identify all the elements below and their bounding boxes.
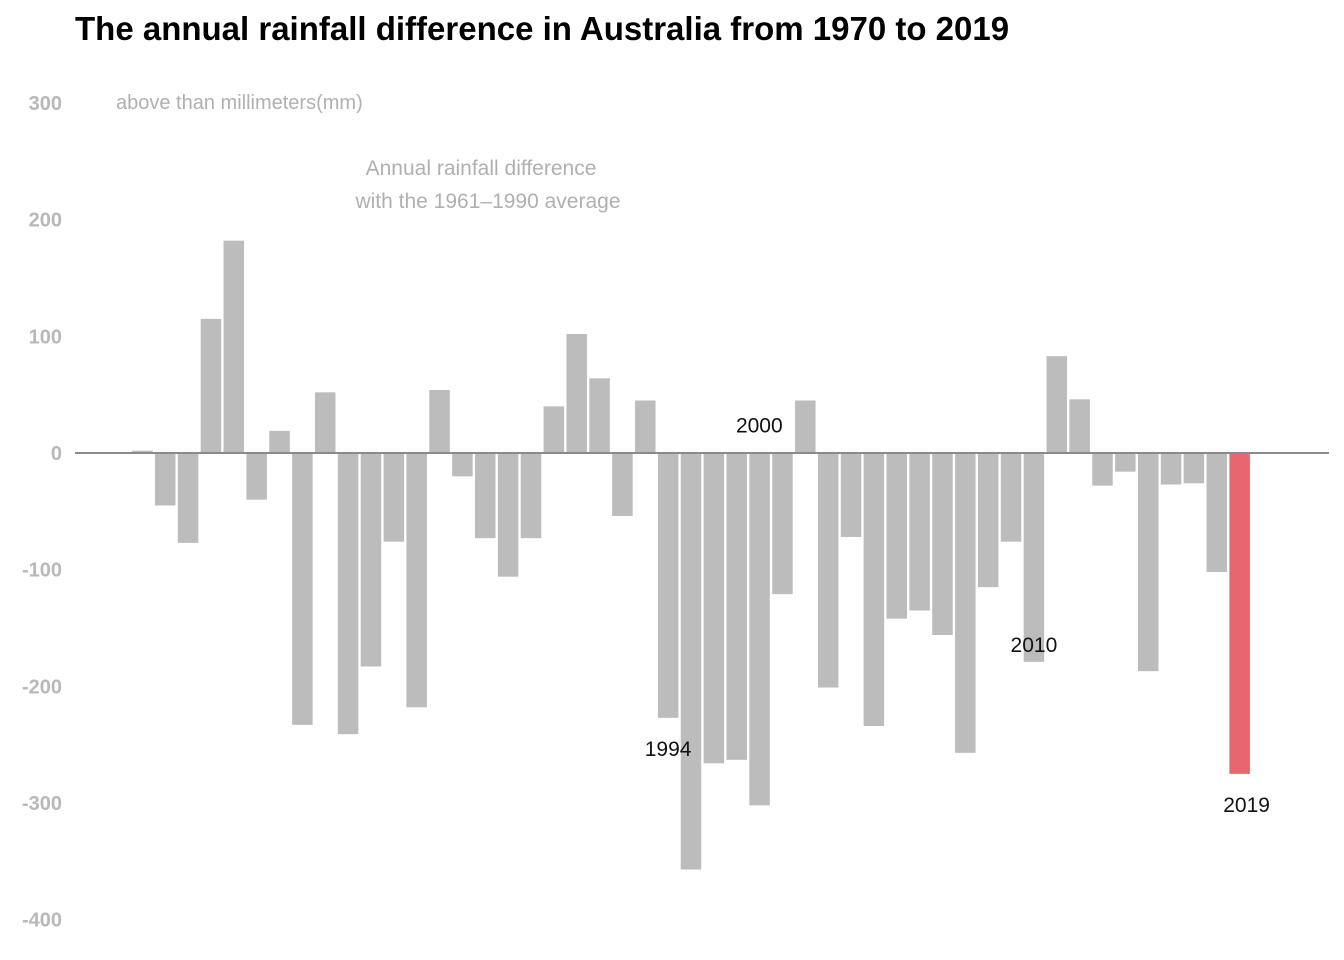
bar-1988 [520,453,542,539]
y-tick-label: -100 [22,560,62,582]
annotation-1994: 1994 [645,738,692,761]
bar-2006 [932,453,953,636]
bar-1971 [132,450,153,453]
bar-1990 [566,334,587,453]
bar-2017 [1183,453,1205,484]
bar-1973 [177,453,199,543]
bar-1994 [657,453,679,718]
bar-2011 [1046,356,1068,453]
y-tick-label: -200 [22,676,62,698]
bar-1981 [360,453,382,667]
bar-2009 [1000,453,1022,542]
bar-2010 [1023,453,1045,662]
year-annotations: 1994 2000 2010 2019 [645,415,1270,817]
bar-1999 [772,453,793,595]
bar-1985 [452,453,473,477]
bar-2014 [1115,453,1136,472]
bar-1980 [337,453,359,735]
bar-2000 [795,400,816,453]
bar-2005 [909,453,930,611]
y-tick-label: 0 [51,443,62,465]
bar-2004 [886,453,907,619]
bar-2016 [1160,453,1182,485]
y-tick-label: 100 [29,326,62,348]
bar-1986 [475,453,496,539]
chart-title: The annual rainfall difference in Austra… [75,10,1009,47]
bar-1984 [429,390,450,453]
bar-1997 [726,453,747,760]
bar-1972 [154,453,176,506]
y-tick-label: 200 [29,210,62,232]
bar-1979 [314,392,336,453]
bar-1992 [612,453,633,516]
bar-1989 [543,406,565,453]
bar-1975 [223,240,245,453]
bar-1977 [269,430,290,453]
bar-2013 [1092,453,1113,486]
bar-2007 [955,453,976,753]
bar-1987 [497,453,519,577]
bar-2018 [1206,453,1228,572]
annotation-2019: 2019 [1223,794,1270,817]
bar-1996 [703,453,725,764]
bar-1995 [680,453,702,870]
bar-2019 [1229,453,1250,774]
y-tick-label: -400 [22,910,62,932]
bar-1982 [383,453,405,542]
bar-1998 [749,453,770,806]
y-axis: 300 200 100 0 -100 -200 -300 -400 [22,93,62,932]
bar-series [132,240,1250,870]
bar-1983 [406,453,427,708]
bar-2008 [977,453,999,588]
bar-2003 [863,453,885,727]
bar-1978 [292,453,313,725]
annotation-2010: 2010 [1011,634,1058,657]
bar-1991 [589,378,610,453]
subtitle-line-2: with the 1961–1990 average [354,190,620,213]
bar-1976 [246,453,267,500]
bar-2001 [817,453,839,688]
bar-1993 [635,400,656,453]
bar-2002 [840,453,862,537]
annotation-2000: 2000 [736,415,783,438]
subtitle-line-1: Annual rainfall difference [366,157,597,180]
unit-label: above than millimeters(mm) [116,92,363,114]
bar-2012 [1069,399,1090,453]
y-tick-label: -300 [22,793,62,815]
y-tick-label: 300 [29,93,62,115]
bar-1974 [200,318,222,453]
bar-2015 [1137,453,1159,672]
